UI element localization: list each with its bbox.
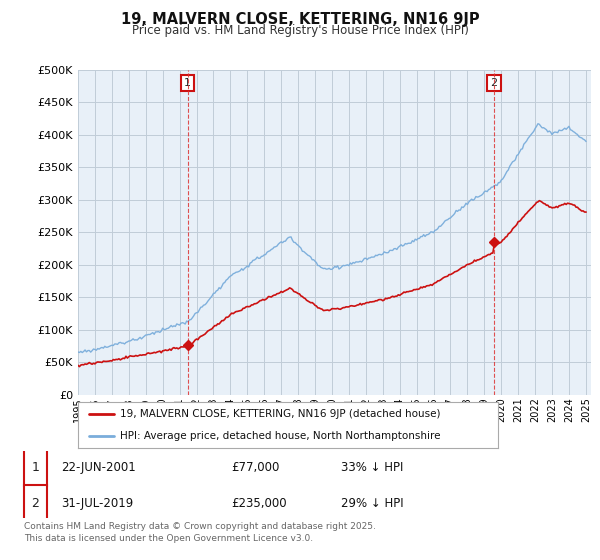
Text: 19, MALVERN CLOSE, KETTERING, NN16 9JP: 19, MALVERN CLOSE, KETTERING, NN16 9JP [121, 12, 479, 27]
FancyBboxPatch shape [24, 449, 47, 486]
Text: £77,000: £77,000 [231, 461, 280, 474]
Text: 2: 2 [31, 497, 39, 510]
Text: 22-JUN-2001: 22-JUN-2001 [61, 461, 136, 474]
Text: 1: 1 [184, 78, 191, 88]
Text: 29% ↓ HPI: 29% ↓ HPI [341, 497, 403, 510]
Text: Contains HM Land Registry data © Crown copyright and database right 2025.
This d: Contains HM Land Registry data © Crown c… [24, 522, 376, 543]
Text: 31-JUL-2019: 31-JUL-2019 [61, 497, 133, 510]
Text: Price paid vs. HM Land Registry's House Price Index (HPI): Price paid vs. HM Land Registry's House … [131, 24, 469, 36]
Text: 19, MALVERN CLOSE, KETTERING, NN16 9JP (detached house): 19, MALVERN CLOSE, KETTERING, NN16 9JP (… [120, 409, 440, 419]
Text: 33% ↓ HPI: 33% ↓ HPI [341, 461, 403, 474]
Text: HPI: Average price, detached house, North Northamptonshire: HPI: Average price, detached house, Nort… [120, 431, 440, 441]
Text: £235,000: £235,000 [231, 497, 287, 510]
FancyBboxPatch shape [24, 485, 47, 522]
Text: 1: 1 [31, 461, 39, 474]
Text: 2: 2 [491, 78, 498, 88]
